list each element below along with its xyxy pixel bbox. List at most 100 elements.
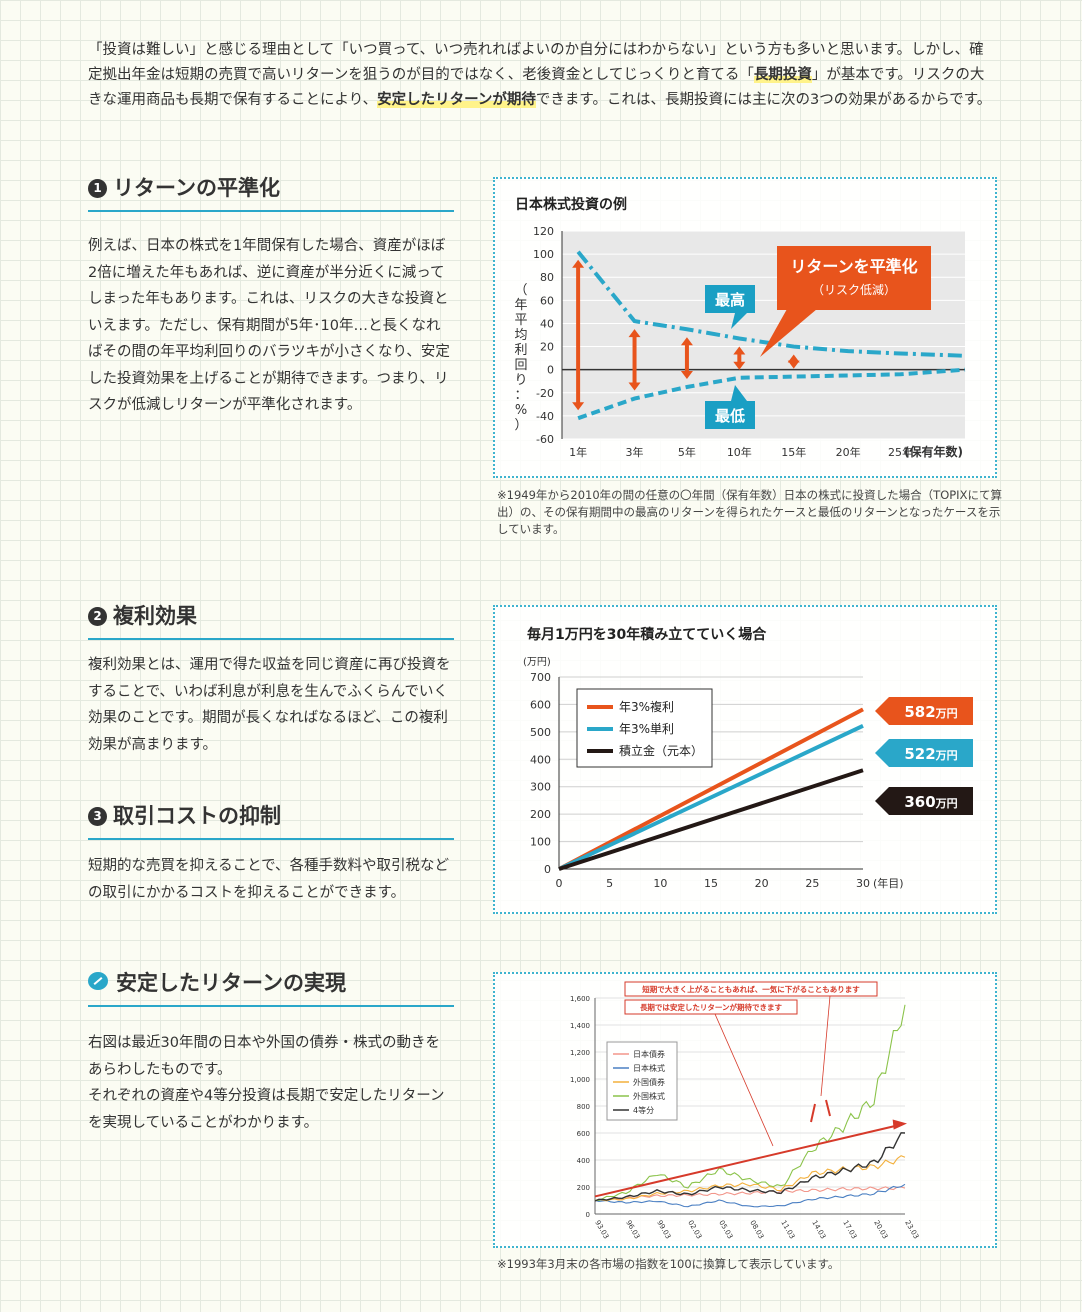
chart3-series-line — [594, 1132, 906, 1202]
chart3-legend-label: 外国債券 — [633, 1077, 665, 1087]
chart3-y-tick: 1,600 — [570, 995, 590, 1003]
chart1-range-arrowhead — [680, 371, 693, 379]
chart3-x-tick: 93.03 — [593, 1219, 610, 1240]
chart1-range-arrowhead — [787, 354, 800, 363]
chart3-callout-text-1: 短期で大きく上がることもあれば、一気に下がることもあります — [642, 984, 860, 994]
chart1-y-tick: 20 — [540, 341, 554, 354]
chart1-max-pointer — [731, 313, 747, 329]
section1-number-badge: 1 — [88, 179, 107, 198]
chart2-compound-effect: 毎月1万円を30年積み立てていく場合(万円)010020030040050060… — [523, 626, 973, 890]
chart1-y-tick: 100 — [533, 248, 554, 261]
chart3-x-tick: 08.03 — [748, 1219, 765, 1240]
chart2-end-unit: 万円 — [935, 707, 958, 720]
chart3-x-tick: 14.03 — [810, 1219, 827, 1240]
chart1-range-arrowhead — [733, 361, 746, 370]
chart3-legend-label: 4等分 — [633, 1105, 654, 1115]
chart1-return-smoothing: 日本株式投資の例 120 100 80 60 40 20 0 -20 -40 -60 1年 3年 5年 10… — [514, 196, 966, 459]
chart3-x-tick: 99.03 — [655, 1219, 672, 1240]
chart2-legend-label: 年3%複利 — [619, 699, 674, 714]
chart1-x-tick: 3年 — [626, 445, 644, 459]
chart2-end-pointer — [875, 787, 889, 815]
chart3-series-line — [594, 1186, 906, 1202]
chart1-min-badge — [705, 401, 755, 429]
chart2-end-value: 360 — [904, 793, 935, 811]
chart1-note: ※1949年から2010年の間の任意の〇年間（保有年数）日本の株式に投資した場合… — [497, 488, 1002, 536]
chart1-y-tick: 120 — [533, 225, 554, 238]
chart1-min-label: 最低 — [715, 407, 745, 425]
chart1-max-badge — [705, 285, 755, 313]
chart1-y-label-char: り — [514, 373, 527, 388]
chart1-y-tick: 80 — [540, 271, 554, 284]
intro-paragraph: 「投資は難しい」と感じる理由として「いつ買って、いつ売れればよいのか自分にはわか… — [88, 38, 998, 113]
chart3-series-line — [594, 1183, 906, 1208]
chart2-end-value: 522 — [904, 745, 935, 763]
chart2-x-tick: 25 — [805, 877, 819, 890]
chart2-legend-label: 積立金（元本） — [619, 743, 703, 758]
chart1-max-label: 最高 — [715, 291, 745, 309]
chart1-x-tick: 1年 — [569, 445, 587, 459]
chart1-y-tick: 60 — [540, 294, 554, 307]
chart2-x-tick: 15 — [704, 877, 718, 890]
section3-body: 短期的な売買を抑えることで、各種手数料や取引税などの取引にかかるコストを抑えるこ… — [88, 858, 450, 901]
chart1-callout-box — [777, 246, 931, 310]
chart1-series-max — [576, 250, 966, 358]
chart3-x-tick: 11.03 — [779, 1219, 796, 1240]
chart3-up-arrow — [810, 1103, 816, 1123]
chart3-y-tick: 600 — [577, 1130, 590, 1138]
section1-title: リターンの平準化 — [113, 176, 280, 200]
chart2-x-unit: (年目) — [873, 876, 904, 890]
chart3-x-tick: 02.03 — [686, 1219, 703, 1240]
section2-title: 複利効果 — [113, 604, 197, 628]
chart1-x-tick: 25年 — [888, 445, 913, 459]
chart1-title: 日本株式投資の例 — [515, 196, 627, 213]
chart2-y-tick: 200 — [530, 808, 551, 821]
chart2-x-tick: 0 — [556, 877, 563, 890]
chart3-asset-performance: 0 200 400 600 800 1,000 1,200 1,400 1,600 93.03 96… — [570, 981, 920, 1240]
chart1-callout-pointer — [760, 309, 817, 357]
chart1-range-arrowhead — [572, 402, 585, 411]
chart1-y-tick: 0 — [547, 364, 554, 377]
chart3-x-tick: 96.03 — [624, 1219, 641, 1240]
chart2-end-label: 360万円 — [904, 793, 957, 811]
intro-text-1: 「投資は難しい」と感じる理由として「いつ買って、いつ売れればよいのか自分にはわか… — [88, 42, 984, 83]
chart2-y-tick: 600 — [530, 698, 551, 711]
chart3-box: 0 200 400 600 800 1,000 1,200 1,400 1,600 93.03 96… — [493, 972, 997, 1248]
chart2-x-tick: 10 — [653, 877, 667, 890]
chart3-x-tick: 05.03 — [717, 1219, 734, 1240]
chart3-legend-label: 日本株式 — [633, 1063, 665, 1073]
chart1-x-tick: 15年 — [781, 445, 806, 459]
chart3-callout-text-2: 長期では安定したリターンが期待できます — [640, 1002, 783, 1012]
chart2-y-tick: 100 — [530, 836, 551, 849]
chart2-end-unit: 万円 — [935, 749, 958, 762]
chart3-down-arrow — [825, 1099, 831, 1117]
chart3-trend-arrowhead — [892, 1119, 907, 1130]
chart1-y-label-char: ） — [514, 418, 527, 433]
section2-body: 複利効果とは、運用で得た収益を同じ資産に再び投資をすることで、いわば利息が利息を… — [88, 657, 451, 753]
chart1-y-label-char: （ — [514, 283, 527, 298]
section3-title: 取引コストの抑制 — [113, 804, 281, 828]
chart2-end-label: 582万円 — [904, 703, 957, 721]
chart1-range-arrowhead — [572, 259, 585, 268]
chart3-y-tick: 1,000 — [570, 1076, 590, 1084]
chart1-y-label-char: 年 — [514, 298, 527, 313]
chart3-callout-line-1 — [820, 995, 831, 1097]
chart3-legend-box — [606, 1041, 678, 1121]
chart3-y-tick: 200 — [577, 1184, 590, 1192]
chart3-series-line — [594, 1004, 906, 1202]
chart2-end-pointer — [875, 697, 889, 725]
intro-text-2: 」が基本です。リスクの大きな運用商品も長期で保有することにより、 — [88, 67, 985, 108]
section4-title: 安定したリターンの実現 — [116, 971, 346, 995]
chart2-x-tick: 20 — [755, 877, 769, 890]
chart1-callout-sub: （リスク低減） — [812, 282, 896, 297]
chart2-title: 毎月1万円を30年積み立てていく場合 — [527, 626, 767, 643]
pencil-icon — [88, 972, 108, 990]
chart2-y-unit: (万円) — [523, 657, 551, 668]
chart2-y-tick: 500 — [530, 726, 551, 739]
chart1-y-tick: 40 — [540, 317, 554, 330]
section2-heading: 2 複利効果 — [88, 600, 454, 640]
chart3-legend-label: 外国株式 — [633, 1091, 665, 1101]
chart1-x-tick: 5年 — [678, 445, 696, 459]
chart3-x-tick: 17.03 — [841, 1219, 858, 1240]
chart1-y-label-char: 平 — [514, 313, 527, 328]
chart1-y-label-char: % — [515, 403, 527, 418]
